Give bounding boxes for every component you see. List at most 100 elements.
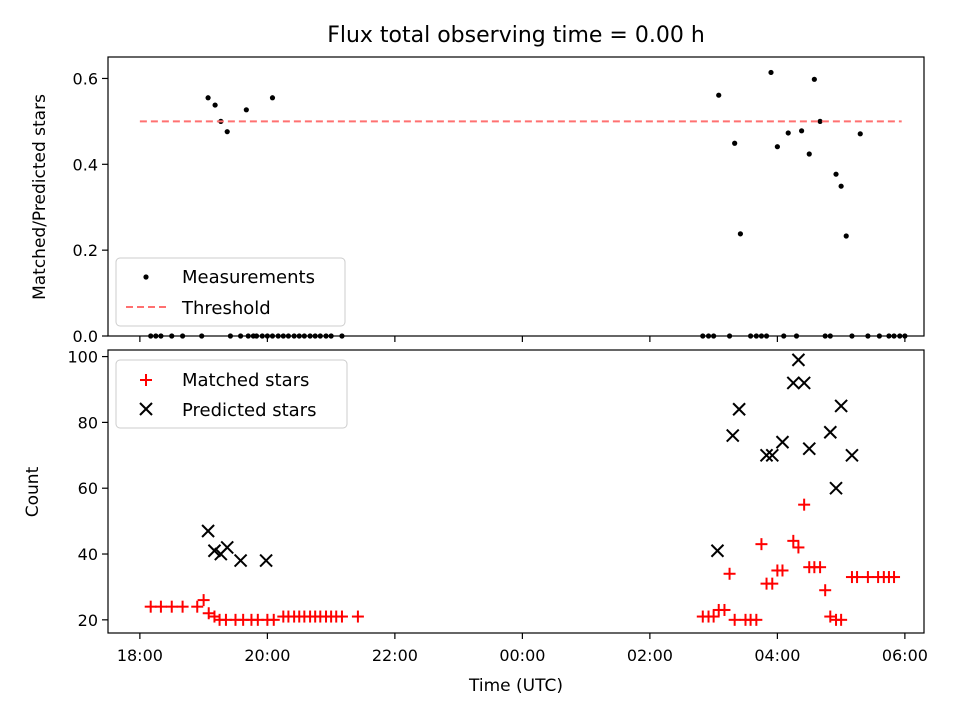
x-axis-label: Time (UTC) <box>468 676 563 696</box>
measurement-point <box>716 92 722 98</box>
measurement-point <box>205 95 211 101</box>
predicted-stars-point <box>207 544 222 558</box>
predicted-stars-point <box>786 376 801 390</box>
matched-stars-point <box>798 498 811 511</box>
predicted-stars-point <box>201 524 215 538</box>
count-plot-area <box>144 353 901 626</box>
x-tick-label: 02:00 <box>627 646 673 665</box>
measurement-point <box>269 95 276 101</box>
legend-matched-label: Matched stars <box>182 370 309 391</box>
y-tick-label: 20 <box>78 611 98 630</box>
predicted-stars-point <box>802 442 816 456</box>
count-panel: 20 40 60 80 100 18:00 20:00 22:00 00:00 02:00 04:… <box>23 348 928 696</box>
y-tick-label: 0.0 <box>73 327 98 346</box>
y-tick-label: 0.4 <box>73 155 98 174</box>
legend-predicted-marker <box>139 402 153 416</box>
measurement-point <box>799 128 805 134</box>
ratio-legend-box <box>115 257 346 327</box>
x-tick-label: 06:00 <box>882 646 928 665</box>
y-tick-label: 80 <box>78 413 98 432</box>
predicted-stars-point <box>775 435 790 449</box>
x-tick-label: 18:00 <box>117 646 163 665</box>
predicted-stars-point <box>710 544 725 558</box>
matched-stars-point <box>814 561 827 574</box>
measurement-point <box>817 118 823 124</box>
matched-stars-point <box>176 600 189 613</box>
measurement-point <box>737 231 744 237</box>
y-tick-label: 60 <box>78 479 98 498</box>
matched-stars-point <box>787 534 800 547</box>
matched-stars-point <box>154 600 167 613</box>
matched-stars-point <box>835 613 848 626</box>
predicted-stars-point <box>220 540 234 555</box>
ratio-y-axis-label: Matched/Predicted stars <box>30 94 50 300</box>
count-y-axis-label: Count <box>23 466 43 517</box>
measurement-point <box>224 129 230 135</box>
x-tick-label: 04:00 <box>754 646 800 665</box>
measurement-point <box>785 130 791 136</box>
y-tick-label: 0.2 <box>73 241 98 260</box>
matched-stars-point <box>707 610 720 623</box>
matched-stars-point <box>197 594 210 607</box>
matched-stars-point <box>267 613 280 626</box>
predicted-stars-point <box>791 353 806 367</box>
matched-stars-point <box>766 577 779 590</box>
measurement-point <box>212 102 218 108</box>
legend-measurements-label: Measurements <box>182 267 315 288</box>
count-legend-box <box>115 359 348 429</box>
x-tick-label: 20:00 <box>244 646 290 665</box>
predicted-stars-point <box>797 376 811 390</box>
matched-stars-point <box>792 541 805 554</box>
count-x-ticks: 18:00 20:00 22:00 00:00 02:00 04:00 06:00 <box>117 633 928 665</box>
predicted-stars-point <box>765 448 779 463</box>
legend-threshold-label: Threshold <box>181 298 271 319</box>
predicted-stars-point <box>845 448 859 463</box>
y-tick-label: 100 <box>67 348 98 367</box>
count-axes-frame <box>107 349 925 634</box>
x-tick-label: 00:00 <box>499 646 545 665</box>
matched-stars-point <box>819 584 832 597</box>
legend-predicted-label: Predicted stars <box>182 400 316 421</box>
measurement-point <box>843 233 849 239</box>
measurement-point <box>732 140 738 146</box>
count-legend: Matched stars Predicted stars <box>115 359 348 429</box>
measurement-point <box>833 171 839 177</box>
matched-stars-point <box>191 600 204 613</box>
matched-stars-point <box>851 571 864 584</box>
measurement-point <box>774 144 780 150</box>
y-tick-label: 0.6 <box>73 69 98 88</box>
legend-matched-marker <box>140 374 152 386</box>
chart-title: Flux total observing time = 0.00 h <box>327 23 705 48</box>
ratio-y-ticks: 0.0 0.2 0.4 0.6 <box>73 69 108 346</box>
legend-measurements-marker <box>143 274 149 280</box>
matched-stars-point <box>888 571 901 584</box>
matched-stars-point <box>755 538 768 551</box>
predicted-stars-point <box>823 425 837 439</box>
count-y-ticks: 20 40 60 80 100 <box>67 348 108 630</box>
ratio-legend: Measurements Threshold <box>115 257 346 327</box>
matched-stars-point <box>144 600 157 613</box>
matched-stars-point <box>351 610 364 623</box>
matched-stars-point <box>750 613 763 626</box>
matched-stars-point <box>718 603 731 616</box>
matched-stars-point <box>723 567 736 580</box>
measurement-point <box>838 183 844 189</box>
measurement-point <box>857 131 863 137</box>
matched-stars-point <box>861 571 874 584</box>
predicted-stars-point <box>829 481 843 495</box>
matched-stars-point <box>728 613 741 626</box>
ratio-panel: 0.0 0.2 0.4 0.6 Matched/Predicted stars Mea… <box>30 56 925 346</box>
predicted-stars-point <box>726 428 740 443</box>
measurement-point <box>806 151 812 157</box>
matched-stars-point <box>776 564 789 577</box>
ratio-axes-frame <box>107 56 925 337</box>
ratio-x-ticks <box>139 336 906 342</box>
measurement-point <box>243 107 249 113</box>
matched-stars-point <box>165 600 178 613</box>
predicted-stars-point <box>759 448 774 463</box>
measurement-point <box>811 76 817 82</box>
predicted-stars-point <box>233 553 248 568</box>
y-tick-label: 40 <box>78 545 98 564</box>
predicted-stars-point <box>834 399 848 413</box>
